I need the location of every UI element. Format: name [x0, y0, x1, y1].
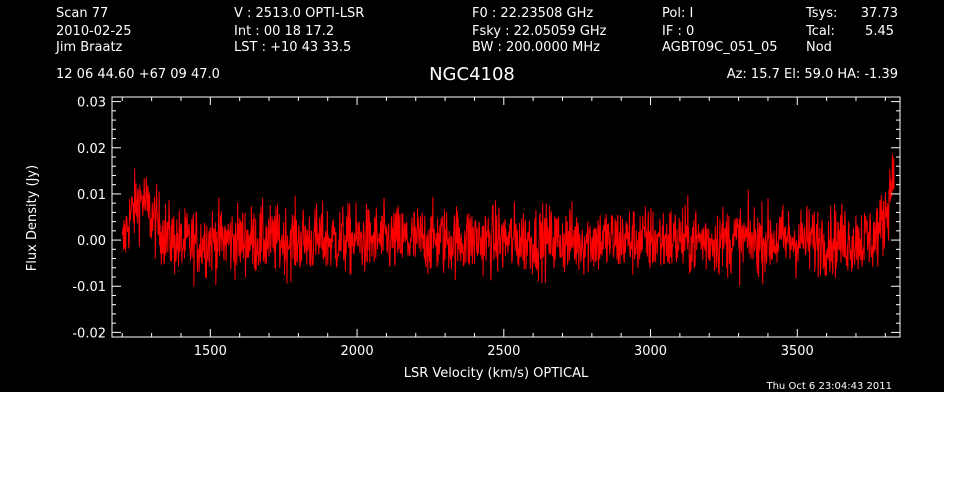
header-pointing: Az: 15.7 El: 59.0 HA: -1.39 [727, 67, 898, 82]
header-lst: LST : +10 43 33.5 [234, 40, 351, 55]
header-integration: Int : 00 18 17.2 [234, 24, 334, 39]
y-tick-label: 0.01 [77, 188, 106, 203]
plot-timestamp: Thu Oct 6 23:04:43 2011 [765, 381, 892, 392]
x-axis-ticks: 1500 2000 2500 3000 3500 [121, 97, 886, 359]
header-polarization: Pol: I [662, 6, 693, 21]
header-if: IF : 0 [662, 24, 694, 39]
header-rest-frequency: F0 : 22.23508 GHz [472, 6, 593, 21]
header-scan: Scan 77 [56, 6, 108, 21]
y-tick-label: -0.02 [72, 326, 106, 341]
y-tick-label: 0.00 [77, 234, 106, 249]
spectrum-trace-group [121, 153, 895, 287]
spectrum-plot-panel: Scan 77 2010-02-25 Jim Braatz V : 2513.0… [0, 0, 944, 392]
header-tcal-label: Tcal: [805, 24, 835, 39]
x-tick-label: 3000 [634, 344, 667, 359]
y-tick-label: 0.03 [77, 96, 106, 111]
x-tick-label: 2000 [341, 344, 374, 359]
y-axis-ticks: -0.02 -0.01 0.00 0.01 0.02 0.03 [72, 96, 900, 341]
header-procedure: Nod [806, 40, 832, 55]
header-tcal-value: 5.45 [865, 24, 894, 39]
y-axis-title: Flux Density (Jy) [25, 165, 40, 271]
header-velocity: V : 2513.0 OPTI-LSR [234, 6, 364, 21]
header-observer: Jim Braatz [55, 40, 123, 55]
x-tick-label: 1500 [194, 344, 227, 359]
spectrum-trace [121, 153, 895, 287]
header-date: 2010-02-25 [56, 24, 132, 39]
header-bandwidth: BW : 200.0000 MHz [472, 40, 600, 55]
header-tsys-label: Tsys: [805, 6, 837, 21]
spectrum-plot: Scan 77 2010-02-25 Jim Braatz V : 2513.0… [25, 6, 901, 392]
y-tick-label: 0.02 [77, 142, 106, 157]
header-tsys-value: 37.73 [861, 6, 898, 21]
x-tick-label: 3500 [781, 344, 814, 359]
header-coordinates: 12 06 44.60 +67 09 47.0 [56, 67, 220, 82]
header-project: AGBT09C_051_05 [662, 40, 778, 55]
x-tick-label: 2500 [487, 344, 520, 359]
source-name: NGC4108 [429, 64, 515, 85]
header-sky-frequency: Fsky : 22.05059 GHz [472, 24, 607, 39]
x-axis-title: LSR Velocity (km/s) OPTICAL [404, 366, 589, 381]
y-tick-label: -0.01 [72, 280, 106, 295]
plot-frame [111, 96, 901, 338]
